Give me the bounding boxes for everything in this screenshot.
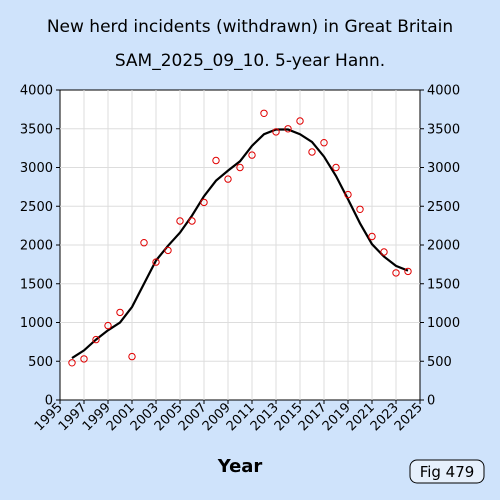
y-tick-label: 4000 [20, 84, 53, 99]
chart-title: New herd incidents (withdrawn) in Great … [47, 17, 453, 37]
x-axis-label: Year [217, 456, 263, 477]
data-point [104, 321, 112, 330]
x-tick-label: 2025 [392, 400, 426, 434]
data-point [296, 117, 304, 125]
y-tick-label: 1500 [20, 277, 53, 292]
data-point [140, 239, 148, 247]
data-point [80, 355, 88, 363]
data-point [392, 269, 400, 277]
data-point [92, 335, 100, 344]
y-tick-label-right: 3500 [427, 122, 460, 137]
data-point [212, 156, 220, 165]
figure-label: Fig 479 [420, 463, 475, 481]
data-point [260, 109, 268, 118]
y-tick-label-right: 3000 [427, 161, 460, 176]
data-point [284, 125, 292, 133]
y-tick-label: 3000 [20, 161, 53, 176]
data-point [248, 151, 256, 159]
figure-label-box [409, 459, 485, 484]
data-point [320, 139, 328, 147]
y-tick-label-right: 500 [427, 355, 452, 370]
axis-ticks: 0 0 500 500 1000 1000 1500 1500 2000 2000 2500 2500… [20, 84, 460, 435]
data-point [128, 352, 136, 361]
y-tick-label-right: 0 [427, 394, 435, 409]
data-point [236, 163, 244, 172]
data-point [200, 198, 208, 207]
y-tick-label-right: 4000 [427, 84, 460, 99]
data-point [308, 148, 316, 156]
y-tick-label: 500 [28, 355, 53, 370]
data-series [68, 109, 412, 367]
data-point [344, 190, 352, 199]
data-point [332, 163, 340, 172]
chart-subtitle: SAM_2025_09_10. 5-year Hann. [115, 51, 385, 71]
data-point [272, 128, 280, 136]
y-tick-label: 2000 [20, 239, 53, 254]
data-point [176, 217, 184, 225]
data-point [68, 359, 76, 367]
data-point [368, 232, 376, 241]
y-tick-label-right: 1000 [427, 316, 460, 331]
data-point [188, 217, 196, 225]
data-point [152, 258, 160, 266]
data-point [356, 205, 364, 214]
smoothed-line [71, 128, 409, 360]
data-point [224, 175, 232, 183]
y-tick-label-right: 2000 [427, 239, 460, 254]
y-tick-label: 2500 [20, 200, 53, 215]
data-point [164, 246, 172, 255]
y-tick-label: 1000 [20, 316, 53, 331]
y-tick-label-right: 2500 [427, 200, 460, 215]
y-tick-label-right: 1500 [427, 277, 460, 292]
data-point [116, 308, 124, 317]
y-tick-label: 0 [45, 394, 53, 409]
data-point [380, 248, 388, 256]
gridlines [60, 90, 420, 400]
y-tick-label: 3500 [20, 122, 53, 137]
data-point [404, 267, 412, 276]
